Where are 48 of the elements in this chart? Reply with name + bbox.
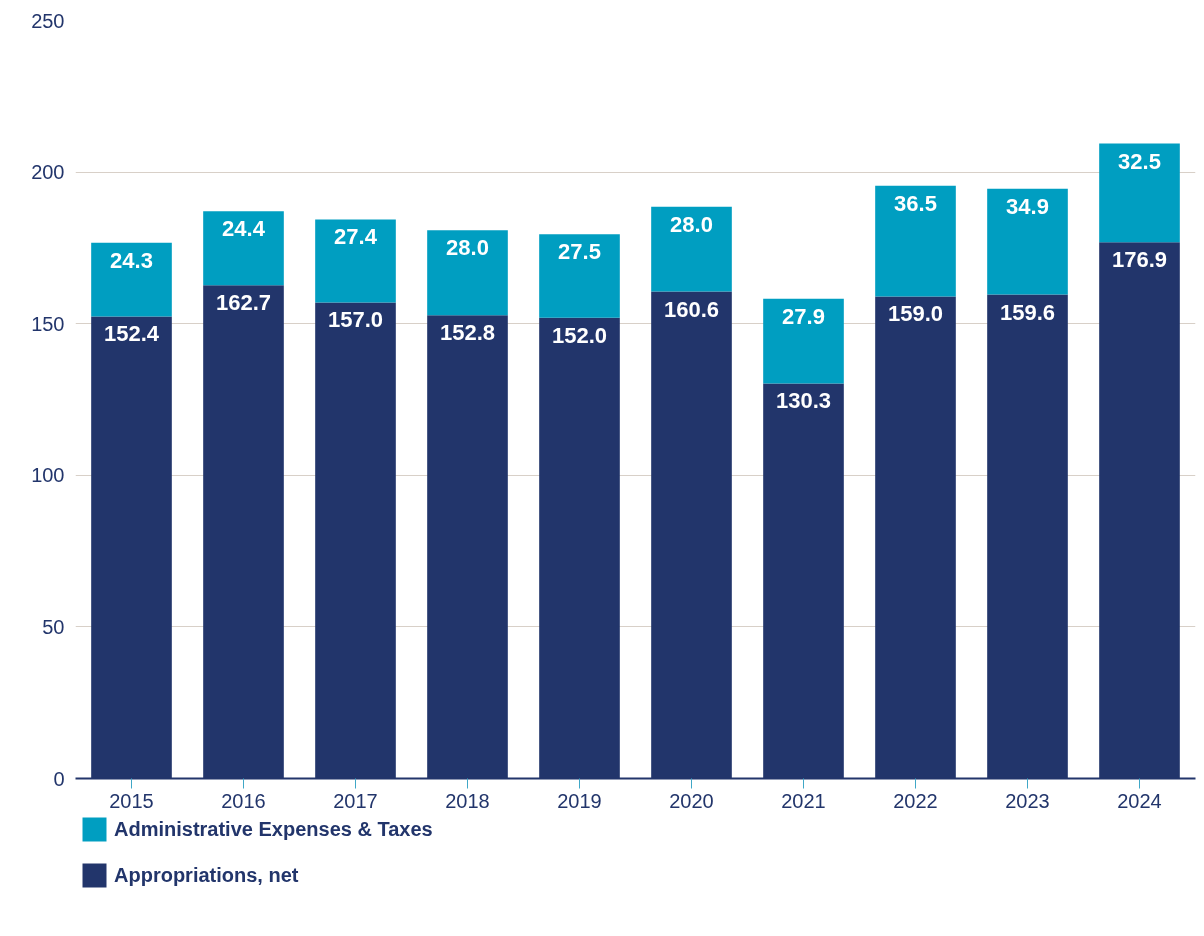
legend-label: Appropriations, net [114, 863, 299, 887]
data-label: 34.9 [1006, 193, 1049, 219]
data-label: 28.0 [446, 235, 489, 261]
data-label: 27.5 [558, 239, 601, 265]
bar [763, 298, 844, 384]
x-tick-label: 2023 [1005, 789, 1050, 812]
bar [539, 234, 620, 318]
bar [427, 230, 508, 316]
data-label: 27.9 [782, 303, 825, 329]
data-label: 159.0 [887, 301, 944, 327]
data-label: 160.6 [663, 296, 720, 322]
data-label: 152.0 [551, 322, 608, 348]
data-label: 152.4 [103, 321, 160, 347]
y-tick-label: 50 [42, 615, 65, 638]
data-label: 152.8 [439, 320, 496, 346]
y-tick-label: 150 [31, 312, 65, 335]
x-tick-label: 2017 [333, 789, 378, 812]
bar [875, 185, 956, 297]
data-label: 32.5 [1118, 148, 1161, 174]
y-tick-label: 0 [53, 767, 65, 790]
bar [1099, 143, 1180, 243]
bar [91, 242, 172, 317]
x-tick-label: 2022 [893, 789, 938, 812]
x-tick-label: 2018 [445, 789, 490, 812]
data-label: 27.4 [334, 224, 378, 250]
data-label: 157.0 [327, 307, 384, 333]
data-label: 130.3 [775, 388, 832, 414]
bar [651, 206, 732, 292]
x-tick-label: 2016 [221, 789, 266, 812]
data-label: 162.7 [215, 290, 272, 316]
data-label: 24.3 [110, 247, 153, 273]
data-label: 24.4 [222, 216, 266, 242]
bar [987, 188, 1068, 295]
y-tick-label: 250 [31, 9, 65, 32]
x-tick-label: 2021 [781, 789, 826, 812]
data-label: 176.9 [1111, 247, 1168, 273]
data-label: 28.0 [670, 211, 713, 237]
x-tick-label: 2024 [1117, 789, 1162, 812]
y-tick-label: 200 [31, 161, 65, 184]
data-label: 159.6 [999, 299, 1056, 325]
data-label: 36.5 [894, 190, 937, 216]
bar [203, 211, 284, 286]
x-tick-label: 2019 [557, 789, 602, 812]
bar [315, 219, 396, 303]
x-tick-label: 2020 [669, 789, 714, 812]
y-tick-label: 100 [31, 464, 65, 487]
x-tick-label: 2015 [109, 789, 154, 812]
legend-label: Administrative Expenses & Taxes [114, 817, 433, 841]
